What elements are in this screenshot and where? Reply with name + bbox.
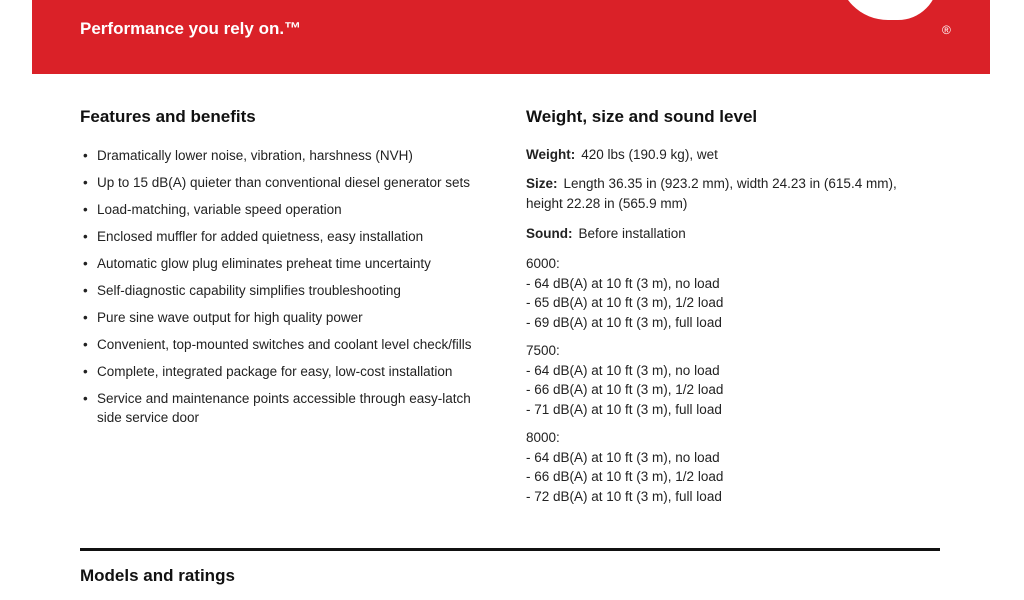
label: Sound: <box>526 226 573 241</box>
feature-item: Service and maintenance points accessibl… <box>80 389 475 427</box>
sound-group: 8000: - 64 dB(A) at 10 ft (3 m), no load -… <box>526 428 936 506</box>
tagline: Performance you rely on.™ <box>80 19 302 38</box>
sound-line: - 72 dB(A) at 10 ft (3 m), full load <box>526 488 722 504</box>
banner: Performance you rely on.™ ® <box>32 0 990 74</box>
logo <box>838 0 938 20</box>
feature-item: Automatic glow plug eliminates preheat t… <box>80 254 475 273</box>
feature-item: Complete, integrated package for easy, l… <box>80 362 475 381</box>
features-title: Features and benefits <box>80 107 256 126</box>
model: 8000: <box>526 430 560 445</box>
sound-group: 6000: - 64 dB(A) at 10 ft (3 m), no load -… <box>526 254 936 332</box>
sound-groups: 6000: - 64 dB(A) at 10 ft (3 m), no load -… <box>526 245 936 506</box>
feature-item: Enclosed muffler for added quietness, ea… <box>80 227 475 246</box>
weight: Weight: 420 lbs (190.9 kg), wet <box>526 145 936 165</box>
feature-item: Self-diagnostic capability simplifies tr… <box>80 281 475 300</box>
sound-line: - 69 dB(A) at 10 ft (3 m), full load <box>526 314 722 330</box>
feature-item: Dramatically lower noise, vibration, har… <box>80 146 475 165</box>
model: 7500: <box>526 343 560 358</box>
sound-line: - 66 dB(A) at 10 ft (3 m), 1/2 load <box>526 469 724 484</box>
model: 6000: <box>526 256 560 271</box>
registered-mark: ® <box>942 23 951 37</box>
label: Weight: <box>526 147 576 162</box>
label: Size: <box>526 176 558 191</box>
divider <box>80 548 940 551</box>
size: Size: Length 36.35 in (923.2 mm), width 2… <box>526 174 936 214</box>
feature-item: Up to 15 dB(A) quieter than conventional… <box>80 173 475 192</box>
sound-line: - 64 dB(A) at 10 ft (3 m), no load <box>526 362 720 378</box>
sound: Sound: Before installation <box>526 224 936 244</box>
sound-group: 7500: - 64 dB(A) at 10 ft (3 m), no load -… <box>526 341 936 419</box>
sound-line: - 65 dB(A) at 10 ft (3 m), 1/2 load <box>526 295 724 310</box>
text: Before installation <box>578 226 686 241</box>
sound-line: - 64 dB(A) at 10 ft (3 m), no load <box>526 449 720 465</box>
feature-item: Load-matching, variable speed operation <box>80 200 475 219</box>
feature-item: Pure sine wave output for high quality p… <box>80 308 475 327</box>
sound-line: - 66 dB(A) at 10 ft (3 m), 1/2 load <box>526 382 724 397</box>
models-title: Models and ratings <box>80 566 235 585</box>
feature-item: Convenient, top-mounted switches and coo… <box>80 335 475 354</box>
specs-title: Weight, size and sound level <box>526 107 758 126</box>
features-list: Dramatically lower noise, vibration, har… <box>80 146 475 435</box>
text: 420 lbs (190.9 kg), wet <box>581 147 718 162</box>
text: Length 36.35 in (923.2 mm), width 24.23 … <box>526 176 897 211</box>
sound-line: - 64 dB(A) at 10 ft (3 m), no load <box>526 275 720 291</box>
sound-line: - 71 dB(A) at 10 ft (3 m), full load <box>526 401 722 417</box>
